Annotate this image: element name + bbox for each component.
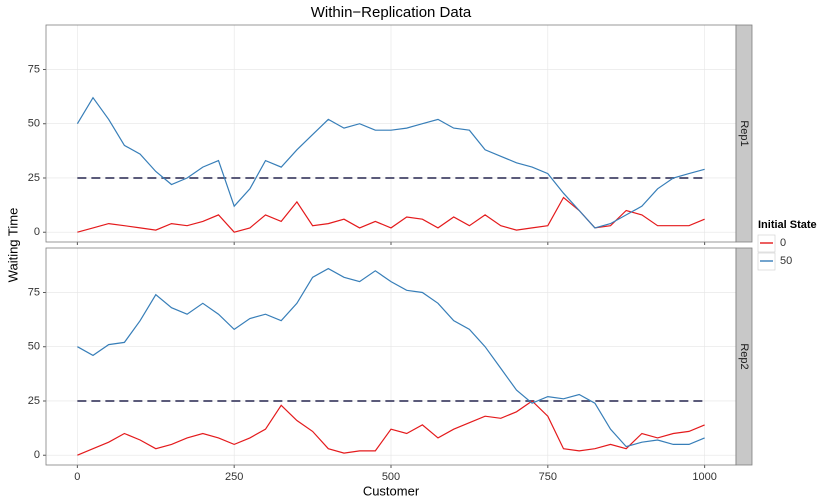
chart-title: Within−Replication Data [311,4,472,21]
legend-label: 50 [780,255,792,267]
y-axis-title: Waiting Time [5,208,20,283]
y-tick-label: 0 [34,449,40,461]
series-line [77,400,705,456]
y-tick-label: 75 [28,286,40,298]
legend-label: 0 [780,237,786,249]
facet-label: Rep1 [738,120,750,146]
series-line [77,196,705,233]
facet-strip [735,247,753,466]
y-tick-label: 25 [28,172,40,184]
x-tick-label: 1000 [692,471,716,483]
x-tick-label: 0 [74,471,80,483]
facet-label: Rep2 [738,343,750,369]
y-tick-label: 25 [28,395,40,407]
x-axis-title: Customer [363,483,420,498]
legend-title: Initial State [758,219,817,231]
y-tick-label: 0 [34,226,40,238]
x-tick-label: 500 [382,471,400,483]
series-line [77,267,705,448]
y-tick-label: 50 [28,341,40,353]
x-tick-label: 750 [539,471,557,483]
series-line [76,96,705,229]
x-tick-label: 250 [225,471,243,483]
y-tick-label: 75 [28,63,40,75]
y-tick-label: 50 [28,118,40,130]
facet-strip [735,24,753,243]
